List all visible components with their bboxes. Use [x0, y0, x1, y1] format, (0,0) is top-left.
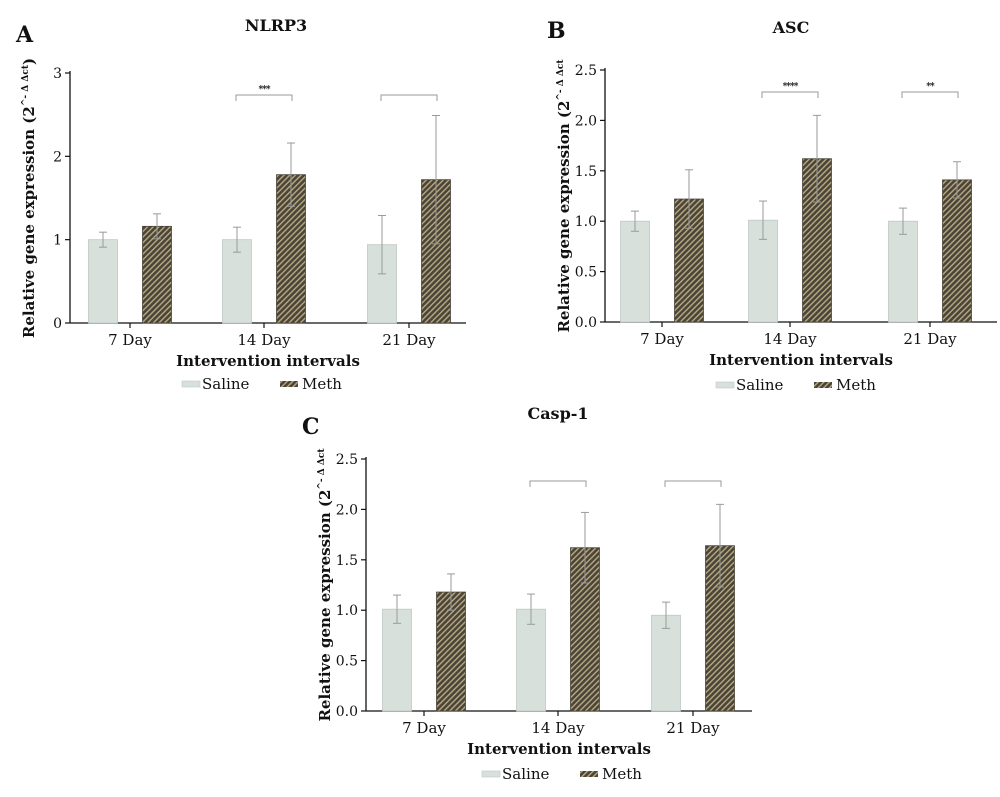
y-tick-label: 1.0	[575, 214, 597, 230]
legend-swatch-meth	[280, 381, 298, 387]
significance-bracket	[529, 480, 587, 487]
y-axis-label-superscript: ^- Δ Δct	[317, 448, 327, 490]
x-tick-label: 14 Day	[237, 331, 291, 349]
panel-letter: A	[15, 22, 34, 48]
legend-label-saline: Saline	[736, 376, 783, 394]
legend: Saline Meth	[181, 375, 342, 393]
x-tick-label: 21 Day	[382, 331, 436, 349]
legend-label-meth: Meth	[836, 376, 876, 394]
bar-saline-21-day	[651, 614, 681, 712]
legend-label-saline: Saline	[502, 765, 549, 783]
x-tick-label: 7 Day	[640, 330, 684, 348]
y-tick-label: 2	[53, 149, 62, 165]
bar-saline-7-day	[88, 239, 118, 324]
bar-saline-14-day	[516, 608, 546, 712]
y-tick-label: 0.5	[575, 265, 597, 281]
bar-meth-21-day	[942, 179, 972, 323]
chart-title: ASC	[772, 18, 810, 37]
x-tick-label: 14 Day	[531, 719, 585, 737]
legend-swatch-saline	[181, 380, 201, 388]
bar-saline-7-day	[382, 608, 412, 712]
y-tick-label: 1.5	[575, 164, 597, 180]
x-axis-label: Intervention intervals	[467, 740, 651, 758]
legend: Saline Meth	[715, 376, 876, 394]
x-tick-label: 7 Day	[402, 719, 446, 737]
bar-meth-7-day	[142, 225, 172, 324]
legend-label-meth: Meth	[302, 375, 342, 393]
panel-letter: C	[302, 414, 320, 440]
significance-bracket	[380, 94, 438, 101]
significance-label: **	[926, 82, 935, 92]
significance-label: ***	[258, 85, 270, 95]
y-tick-label: 2.5	[575, 63, 597, 79]
panel-letter: B	[547, 18, 566, 44]
x-tick-label: 21 Day	[903, 330, 957, 348]
legend-swatch-saline	[715, 381, 735, 389]
y-axis-label-superscript: ^- Δ Δct	[556, 59, 566, 101]
y-tick-label: 1	[53, 233, 62, 249]
legend-label-saline: Saline	[202, 375, 249, 393]
y-axis-label-main: Relative gene expression (2	[20, 106, 38, 338]
x-tick-label: 7 Day	[108, 331, 152, 349]
y-tick-label: 3	[53, 66, 62, 82]
x-tick-label: 21 Day	[666, 719, 720, 737]
x-tick-label: 14 Day	[763, 330, 817, 348]
legend-swatch-saline	[481, 770, 501, 778]
y-axis-label-main: Relative gene expression (2	[316, 490, 334, 722]
y-tick-label: 0	[53, 316, 62, 332]
y-tick-label: 0.0	[575, 315, 597, 331]
y-axis-label: Relative gene expression (2^- Δ Δct	[555, 59, 573, 333]
bar-saline-7-day	[620, 220, 650, 323]
y-axis-label: Relative gene expression (2^- Δ Δct	[316, 448, 334, 722]
legend-label-meth: Meth	[602, 765, 642, 783]
y-tick-label: 2.0	[575, 113, 597, 129]
significance-bracket	[664, 480, 722, 487]
y-axis-label-superscript: ^- Δ Δct	[21, 64, 31, 106]
y-axis-label-close: )	[20, 58, 38, 65]
x-axis-label: Intervention intervals	[709, 351, 893, 369]
y-axis-label: Relative gene expression (2^- Δ Δct)	[20, 58, 38, 338]
legend-swatch-meth	[814, 382, 832, 388]
bar-saline-14-day	[222, 239, 252, 324]
y-tick-label: 0.0	[336, 704, 358, 720]
y-tick-label: 2.0	[336, 502, 358, 518]
x-axis-label: Intervention intervals	[176, 352, 360, 370]
chart-title: NLRP3	[245, 16, 307, 35]
chart-title: Casp-1	[527, 404, 588, 423]
legend: Saline Meth	[481, 765, 642, 783]
y-tick-label: 0.5	[336, 654, 358, 670]
significance-bracket	[761, 91, 819, 98]
y-tick-label: 2.5	[336, 452, 358, 468]
y-axis-label-main: Relative gene expression (2	[555, 101, 573, 333]
significance-bracket	[235, 94, 293, 101]
y-tick-label: 1.5	[336, 553, 358, 569]
bar-saline-21-day	[888, 220, 918, 323]
y-tick-label: 1.0	[336, 603, 358, 619]
significance-bracket	[901, 91, 959, 98]
chart-panel-a: A NLRP3 0 1 2 3 Relative gene expression (2^- …	[15, 16, 466, 393]
legend-swatch-meth	[580, 771, 598, 777]
significance-label: ****	[783, 82, 799, 92]
